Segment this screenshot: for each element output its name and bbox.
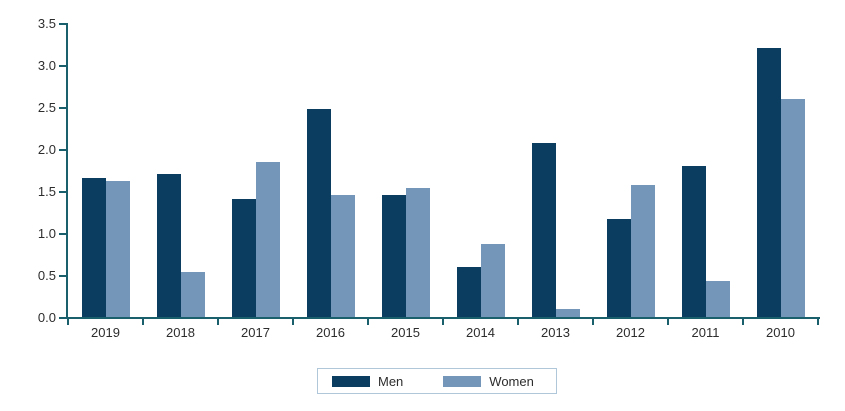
bar-men-2014	[456, 266, 481, 317]
y-tick	[59, 65, 66, 67]
y-tick	[59, 233, 66, 235]
y-tick-label: 3.0	[37, 58, 56, 73]
y-tick	[59, 23, 66, 25]
bar-men-2016	[306, 108, 331, 317]
x-category-label: 2019	[91, 325, 120, 340]
y-axis-line	[66, 23, 68, 319]
legend-item-women: Women	[443, 374, 534, 389]
x-tick	[517, 319, 519, 325]
x-tick	[592, 319, 594, 325]
x-category-label: 2015	[391, 325, 420, 340]
bar-women-2011	[705, 280, 730, 317]
x-tick	[142, 319, 144, 325]
bar-women-2015	[405, 187, 430, 317]
bar-men-2019	[81, 178, 106, 317]
legend-label-women: Women	[489, 373, 534, 389]
x-category-label: 2017	[241, 325, 270, 340]
x-category-label: 2014	[466, 325, 495, 340]
y-tick-label: 2.0	[37, 142, 56, 157]
x-axis-line	[60, 317, 820, 319]
y-tick-label: 3.5	[37, 16, 56, 31]
x-tick	[367, 319, 369, 325]
y-tick	[59, 107, 66, 109]
bar-women-2016	[330, 195, 355, 317]
x-tick	[292, 319, 294, 325]
bar-women-2017	[255, 161, 280, 317]
x-tick	[442, 319, 444, 325]
bar-men-2010	[756, 48, 781, 317]
legend-box: Men Women	[317, 368, 557, 394]
y-tick	[59, 149, 66, 151]
bar-men-2017	[231, 199, 256, 317]
legend-swatch-women	[443, 375, 482, 387]
y-tick	[59, 317, 66, 319]
y-tick-label: 1.0	[37, 226, 56, 241]
x-tick	[217, 319, 219, 325]
y-tick-label: 1.5	[37, 184, 56, 199]
bar-women-2018	[180, 271, 205, 317]
x-category-label: 2011	[691, 325, 720, 340]
bar-women-2012	[630, 185, 655, 317]
bar-women-2010	[780, 98, 805, 317]
x-tick	[742, 319, 744, 325]
bar-women-2019	[105, 180, 130, 317]
x-tick	[667, 319, 669, 325]
y-tick	[59, 191, 66, 193]
bar-women-2013	[555, 308, 580, 317]
x-category-label: 2013	[541, 325, 570, 340]
bar-men-2012	[606, 218, 631, 317]
x-tick	[817, 319, 819, 325]
x-tick	[67, 319, 69, 325]
x-category-label: 2018	[166, 325, 195, 340]
x-category-label: 2012	[616, 325, 645, 340]
x-category-label: 2016	[316, 325, 345, 340]
bar-men-2018	[156, 174, 181, 317]
legend-item-men: Men	[332, 374, 403, 389]
y-tick-label: 0.5	[37, 268, 56, 283]
x-category-label: 2010	[766, 325, 795, 340]
bar-women-2014	[480, 243, 505, 317]
bar-men-2015	[381, 195, 406, 317]
y-tick	[59, 275, 66, 277]
legend-swatch-men	[332, 375, 370, 387]
bar-men-2011	[681, 165, 706, 317]
y-tick-label: 2.5	[37, 100, 56, 115]
bar-men-2013	[531, 143, 556, 317]
legend-label-men: Men	[378, 373, 404, 389]
y-tick-label: 0.0	[37, 310, 56, 325]
